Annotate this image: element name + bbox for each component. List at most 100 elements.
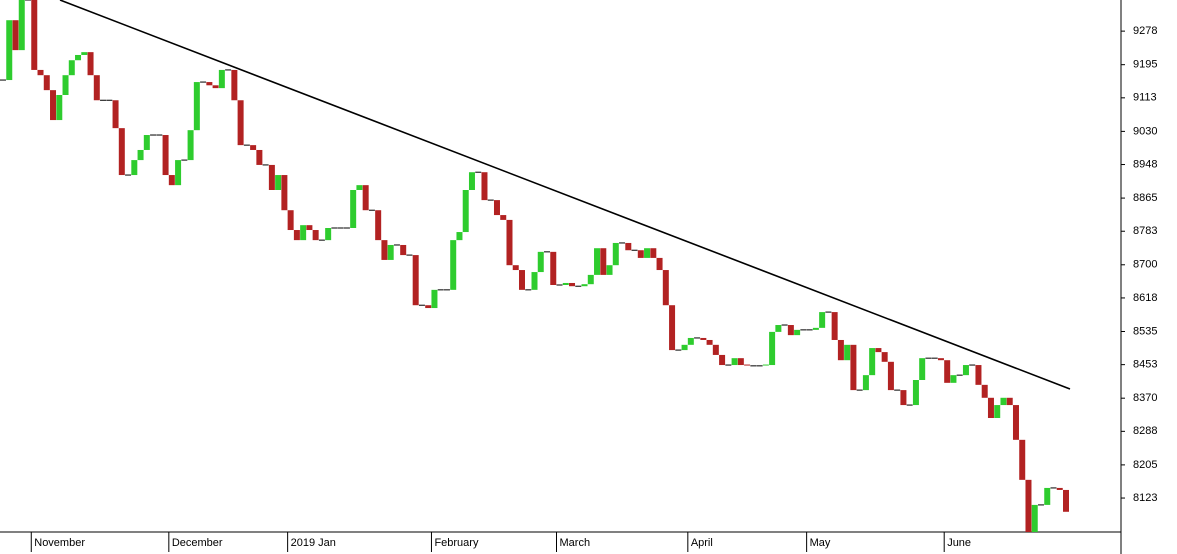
candle	[162, 135, 169, 176]
candle	[250, 145, 257, 150]
candle	[43, 75, 50, 91]
candle	[744, 364, 751, 366]
candle	[900, 390, 907, 406]
x-tick-label: April	[691, 537, 713, 549]
candle	[100, 99, 107, 101]
candle	[143, 135, 150, 150]
candle	[950, 375, 957, 383]
candle	[306, 225, 313, 231]
candle	[919, 358, 926, 380]
y-tick-label: 8123	[1133, 492, 1157, 504]
y-tick-label: 8453	[1133, 359, 1157, 371]
trend-line	[59, 0, 1071, 390]
y-tick-label: 9278	[1133, 25, 1157, 37]
candle	[756, 365, 763, 367]
candle	[225, 69, 232, 71]
candle	[400, 244, 407, 256]
candle	[31, 0, 38, 70]
candle	[187, 130, 194, 161]
candle	[581, 284, 588, 287]
candle	[1012, 405, 1019, 440]
candle	[125, 174, 132, 176]
y-tick-label: 9195	[1133, 59, 1157, 71]
candle	[794, 329, 801, 336]
candle	[37, 69, 44, 76]
candle	[844, 344, 851, 361]
candle	[131, 160, 138, 176]
candle	[362, 185, 369, 211]
candle	[206, 82, 213, 86]
candle	[525, 289, 532, 291]
candle	[156, 134, 163, 136]
candle	[425, 305, 432, 309]
y-tick-label: 8205	[1133, 459, 1157, 471]
y-tick-label: 9030	[1133, 125, 1157, 137]
candle	[825, 311, 832, 313]
candle	[462, 190, 469, 233]
candle	[850, 344, 857, 391]
candle	[518, 270, 525, 290]
y-tick-label: 8370	[1133, 392, 1157, 404]
candle	[562, 282, 569, 285]
candle	[1031, 504, 1038, 532]
y-tick-label: 8700	[1133, 259, 1157, 271]
candle	[368, 209, 375, 211]
candle	[694, 337, 701, 339]
candle	[875, 348, 882, 353]
candle	[325, 228, 332, 241]
candle	[281, 175, 288, 211]
candle	[343, 227, 350, 229]
x-tick-label: November	[34, 537, 85, 549]
candle	[587, 274, 594, 285]
candle	[212, 85, 219, 89]
candle	[862, 375, 869, 391]
candle	[112, 100, 119, 129]
candle	[619, 242, 626, 244]
candle	[25, 0, 32, 1]
candle	[1037, 504, 1044, 506]
candle	[193, 82, 200, 131]
candle	[456, 232, 463, 241]
x-tick-label: May	[810, 537, 831, 549]
candle	[856, 389, 863, 391]
candle	[700, 337, 707, 340]
candle	[969, 364, 976, 366]
candle	[418, 304, 425, 306]
candle	[300, 225, 307, 241]
candle	[431, 289, 438, 309]
candle	[118, 128, 125, 176]
candle	[544, 251, 551, 253]
candle	[812, 327, 819, 330]
candle	[931, 357, 938, 359]
candle	[762, 364, 769, 366]
candle	[493, 200, 500, 216]
candle	[962, 365, 969, 376]
candle	[537, 251, 544, 273]
candle	[606, 265, 613, 275]
candle	[87, 52, 94, 76]
candle	[287, 210, 294, 231]
candle	[512, 265, 519, 271]
candle	[337, 227, 344, 229]
candle	[712, 344, 719, 355]
candle	[956, 374, 963, 376]
candle	[656, 257, 663, 271]
candle	[237, 100, 244, 146]
candle	[412, 255, 419, 306]
candle	[1019, 439, 1026, 480]
candle	[393, 244, 400, 246]
candle	[662, 270, 669, 306]
candle	[719, 354, 726, 366]
candle	[0, 79, 6, 81]
candle	[975, 365, 982, 385]
candle	[644, 248, 651, 258]
candle	[106, 99, 113, 101]
candle	[675, 349, 682, 351]
candle	[944, 360, 951, 383]
candle	[406, 254, 413, 256]
candle	[819, 312, 826, 328]
x-tick-label: March	[560, 537, 591, 549]
candle	[631, 249, 638, 251]
candle	[268, 164, 275, 190]
